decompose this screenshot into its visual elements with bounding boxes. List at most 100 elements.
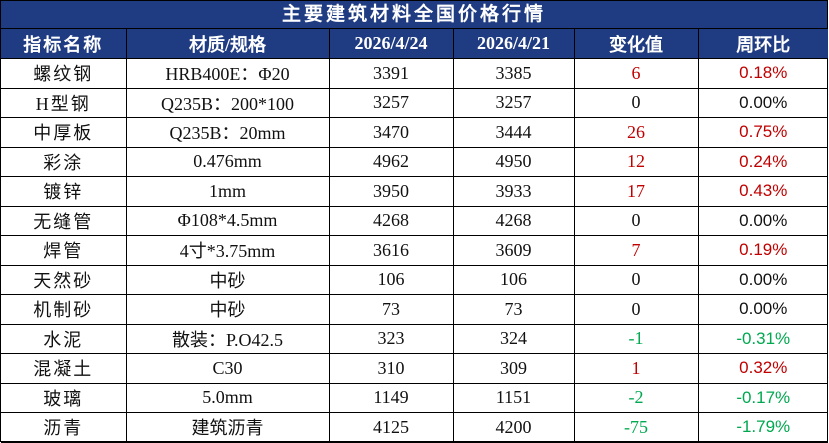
cell-week-pct: 0.24%: [697, 146, 828, 177]
header-week-pct: 周环比: [697, 29, 828, 59]
cell-change: -75: [573, 412, 699, 443]
cell-spec: 中砂: [125, 294, 330, 325]
cell-change: 0: [573, 205, 699, 236]
cell-week-pct: -1.79%: [697, 412, 828, 443]
table-row: 天然砂 中砂 106 106 0 0.00%: [1, 264, 828, 295]
cell-current-price: 1149: [328, 382, 454, 413]
table-row: 焊管 4寸*3.75mm 3616 3609 7 0.19%: [1, 235, 828, 266]
cell-spec: 中砂: [125, 264, 330, 295]
price-table: 指标名称 材质/规格 2026/4/24 2026/4/21 变化值 周环比 螺…: [1, 29, 828, 443]
cell-change: 0: [573, 264, 699, 295]
cell-spec: 5.0mm: [125, 382, 330, 413]
cell-change: 0: [573, 87, 699, 118]
cell-current-price: 4268: [328, 205, 454, 236]
cell-spec: C30: [125, 353, 330, 384]
table-title: 主要建筑材料全国价格行情: [1, 1, 827, 29]
cell-spec: 散装：P.O42.5: [125, 323, 330, 354]
cell-week-pct: 0.19%: [697, 235, 828, 266]
cell-current-price: 3470: [328, 117, 454, 148]
cell-change: -2: [573, 382, 699, 413]
cell-spec: Q235B：20mm: [125, 117, 330, 148]
cell-week-pct: 0.00%: [697, 205, 828, 236]
cell-current-price: 310: [328, 353, 454, 384]
cell-week-pct: 0.32%: [697, 353, 828, 384]
cell-change: 26: [573, 117, 699, 148]
cell-previous-price: 3609: [452, 235, 575, 266]
cell-name: 彩涂: [1, 146, 127, 177]
cell-previous-price: 73: [452, 294, 575, 325]
cell-name: H型钢: [1, 87, 127, 118]
cell-current-price: 73: [328, 294, 454, 325]
cell-current-price: 3616: [328, 235, 454, 266]
cell-name: 沥青: [1, 412, 127, 443]
table-row: H型钢 Q235B：200*100 3257 3257 0 0.00%: [1, 87, 828, 118]
cell-week-pct: 0.18%: [697, 58, 828, 89]
cell-name: 混凝土: [1, 353, 127, 384]
cell-name: 焊管: [1, 235, 127, 266]
cell-current-price: 4962: [328, 146, 454, 177]
table-row: 水泥 散装：P.O42.5 323 324 -1 -0.31%: [1, 323, 828, 354]
cell-previous-price: 3444: [452, 117, 575, 148]
cell-spec: Q235B：200*100: [125, 87, 330, 118]
cell-name: 无缝管: [1, 205, 127, 236]
table-row: 机制砂 中砂 73 73 0 0.00%: [1, 294, 828, 325]
table-row: 无缝管 Φ108*4.5mm 4268 4268 0 0.00%: [1, 205, 828, 236]
cell-current-price: 3257: [328, 87, 454, 118]
cell-previous-price: 1151: [452, 382, 575, 413]
header-row: 指标名称 材质/规格 2026/4/24 2026/4/21 变化值 周环比: [1, 29, 828, 59]
table-row: 沥青 建筑沥青 4125 4200 -75 -1.79%: [1, 412, 828, 443]
cell-previous-price: 4950: [452, 146, 575, 177]
cell-previous-price: 3933: [452, 176, 575, 207]
cell-spec: Φ108*4.5mm: [125, 205, 330, 236]
cell-current-price: 323: [328, 323, 454, 354]
cell-change: 7: [573, 235, 699, 266]
cell-change: 12: [573, 146, 699, 177]
cell-spec: 4寸*3.75mm: [125, 235, 330, 266]
table-row: 彩涂 0.476mm 4962 4950 12 0.24%: [1, 146, 828, 177]
cell-previous-price: 3257: [452, 87, 575, 118]
header-current-date: 2026/4/24: [328, 29, 454, 59]
cell-spec: 建筑沥青: [125, 412, 330, 443]
cell-change: -1: [573, 323, 699, 354]
cell-week-pct: 0.75%: [697, 117, 828, 148]
cell-name: 天然砂: [1, 264, 127, 295]
table-row: 玻璃 5.0mm 1149 1151 -2 -0.17%: [1, 382, 828, 413]
cell-previous-price: 4200: [452, 412, 575, 443]
cell-change: 6: [573, 58, 699, 89]
table-row: 镀锌 1mm 3950 3933 17 0.43%: [1, 176, 828, 207]
table-row: 螺纹钢 HRB400E：Φ20 3391 3385 6 0.18%: [1, 58, 828, 89]
table-row: 中厚板 Q235B：20mm 3470 3444 26 0.75%: [1, 117, 828, 148]
cell-spec: HRB400E：Φ20: [125, 58, 330, 89]
cell-previous-price: 4268: [452, 205, 575, 236]
cell-name: 水泥: [1, 323, 127, 354]
cell-current-price: 3950: [328, 176, 454, 207]
cell-spec: 0.476mm: [125, 146, 330, 177]
cell-name: 玻璃: [1, 382, 127, 413]
cell-name: 机制砂: [1, 294, 127, 325]
cell-change: 0: [573, 294, 699, 325]
cell-previous-price: 106: [452, 264, 575, 295]
cell-name: 中厚板: [1, 117, 127, 148]
cell-week-pct: 0.00%: [697, 294, 828, 325]
cell-change: 17: [573, 176, 699, 207]
cell-change: 1: [573, 353, 699, 384]
header-previous-date: 2026/4/21: [452, 29, 575, 59]
cell-current-price: 4125: [328, 412, 454, 443]
header-name: 指标名称: [1, 29, 127, 59]
header-change: 变化值: [573, 29, 699, 59]
cell-previous-price: 309: [452, 353, 575, 384]
cell-name: 镀锌: [1, 176, 127, 207]
cell-current-price: 3391: [328, 58, 454, 89]
cell-spec: 1mm: [125, 176, 330, 207]
cell-week-pct: -0.17%: [697, 382, 828, 413]
table-row: 混凝土 C30 310 309 1 0.32%: [1, 353, 828, 384]
cell-current-price: 106: [328, 264, 454, 295]
cell-previous-price: 324: [452, 323, 575, 354]
cell-previous-price: 3385: [452, 58, 575, 89]
cell-week-pct: 0.00%: [697, 87, 828, 118]
cell-week-pct: -0.31%: [697, 323, 828, 354]
cell-name: 螺纹钢: [1, 58, 127, 89]
cell-week-pct: 0.00%: [697, 264, 828, 295]
header-spec: 材质/规格: [125, 29, 330, 59]
